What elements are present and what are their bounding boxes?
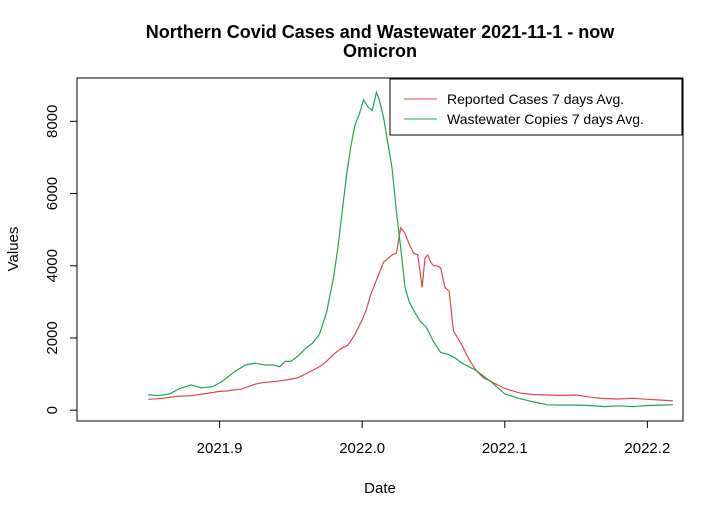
y-tick-label: 2000 (44, 321, 61, 354)
chart-subtitle: Omicron (343, 41, 417, 61)
series-line-1 (148, 90, 674, 408)
y-tick-label: 0 (44, 406, 61, 414)
chart-title: Northern Covid Cases and Wastewater 2021… (146, 22, 615, 42)
x-tick-label: 2022.2 (624, 440, 670, 457)
legend-label-cases: Reported Cases 7 days Avg. (447, 91, 624, 107)
y-axis-label: Values (5, 227, 22, 272)
x-axis-label: Date (364, 480, 396, 497)
series-layer (148, 90, 674, 408)
y-tick-label: 6000 (44, 177, 61, 210)
y-tick-label: 4000 (44, 249, 61, 282)
x-axis: 2021.9 2022.0 2022.1 2022.2 (197, 420, 670, 457)
legend-label-wastewater: Wastewater Copies 7 days Avg. (447, 111, 644, 127)
legend-box (389, 78, 683, 136)
legend: Reported Cases 7 days Avg. Wastewater Co… (389, 78, 683, 136)
series-line-0 (148, 226, 674, 402)
y-axis: 0 2000 4000 6000 8000 (44, 105, 78, 414)
x-tick-label: 2022.0 (339, 440, 385, 457)
x-tick-label: 2021.9 (197, 440, 243, 457)
x-tick-label: 2022.1 (482, 440, 528, 457)
y-tick-label: 8000 (44, 105, 61, 138)
